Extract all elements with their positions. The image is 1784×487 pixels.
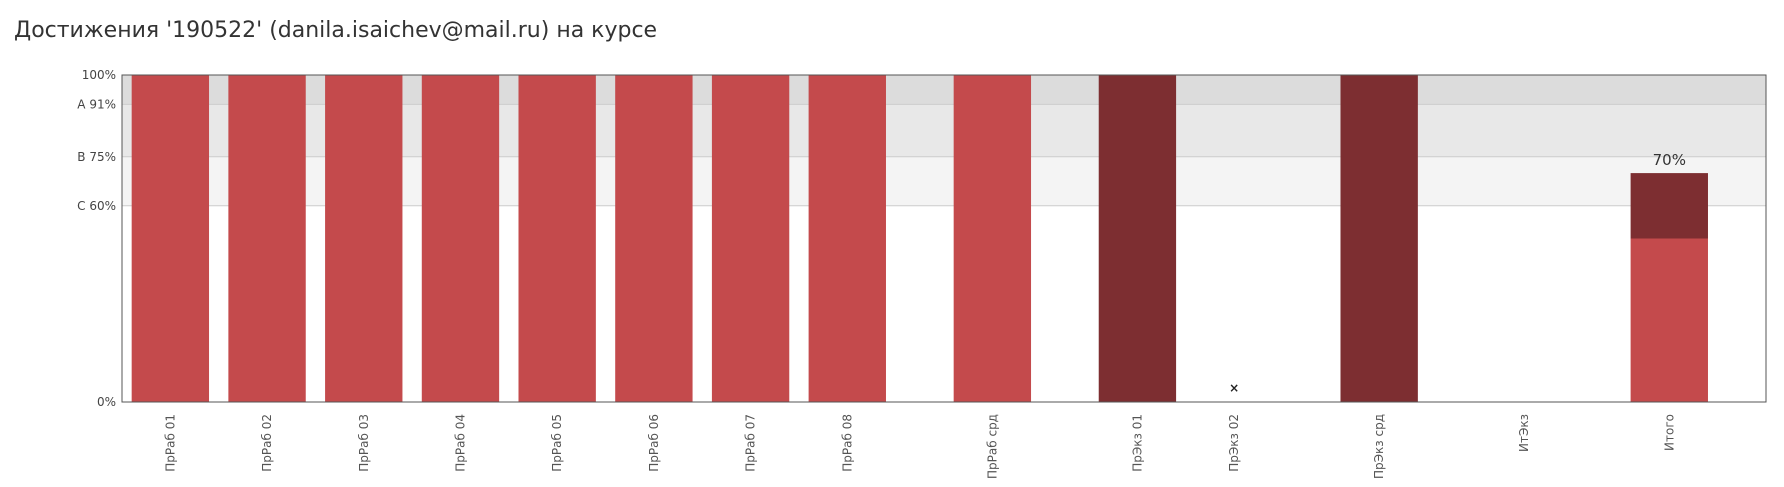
missing-marker: ×: [1229, 381, 1239, 395]
y-tick-label: A 91%: [77, 97, 116, 111]
bar: [1098, 75, 1177, 402]
y-tick-label: 0%: [97, 395, 116, 409]
bar-segment: [1630, 238, 1708, 402]
bar: [1340, 75, 1418, 402]
x-tick-label: ПрЭкз срд: [1372, 414, 1386, 479]
plot-frame: [121, 74, 1767, 403]
x-axis-labels: ПрРаб 01 ПрРаб 02 ПрРаб 03 ПрРаб 04 ПрРаб 05…: [163, 414, 1676, 479]
x-tick-label: ПрЭкз 02: [1227, 414, 1241, 472]
x-tick-label: ПрРаб 08: [840, 414, 854, 472]
y-tick-label: 100%: [82, 68, 116, 82]
x-tick-label: ПрРаб 03: [357, 414, 371, 472]
bar: [421, 75, 500, 402]
x-tick-label: Итого: [1662, 414, 1676, 451]
x-tick-label: ПрЭкз 01: [1130, 414, 1144, 472]
page-title: Достижения '190522' (danila.isaichev@mai…: [14, 18, 658, 43]
x-tick-label: ПрРаб 05: [550, 414, 564, 472]
x-tick-label: ПрРаб 01: [163, 414, 177, 472]
x-tick-label: ИтЭкз: [1517, 414, 1531, 452]
y-tick-label: C 60%: [77, 199, 116, 213]
bar: [615, 75, 693, 402]
bar-total-label: 70%: [1653, 151, 1686, 169]
bar: [228, 75, 306, 402]
plot-border: [121, 74, 1767, 403]
bar: [131, 75, 210, 402]
bar: [325, 75, 403, 402]
x-tick-label: ПрРаб 06: [647, 414, 661, 472]
x-tick-label: ПрРаб 02: [260, 414, 274, 472]
bar: [518, 75, 596, 402]
bar: [953, 75, 1032, 402]
x-tick-label: ПрРаб 04: [453, 414, 467, 472]
bars: × 70%: [131, 75, 1708, 402]
y-axis-labels: 0% C 60% B 75% A 91% 100%: [77, 68, 116, 409]
x-tick-label: ПрРаб срд: [985, 414, 999, 479]
x-tick-label: ПрРаб 07: [744, 414, 758, 472]
y-tick-label: B 75%: [77, 150, 116, 164]
bar: [808, 75, 886, 402]
bar-segment: [1630, 173, 1708, 239]
bar: [711, 75, 790, 402]
